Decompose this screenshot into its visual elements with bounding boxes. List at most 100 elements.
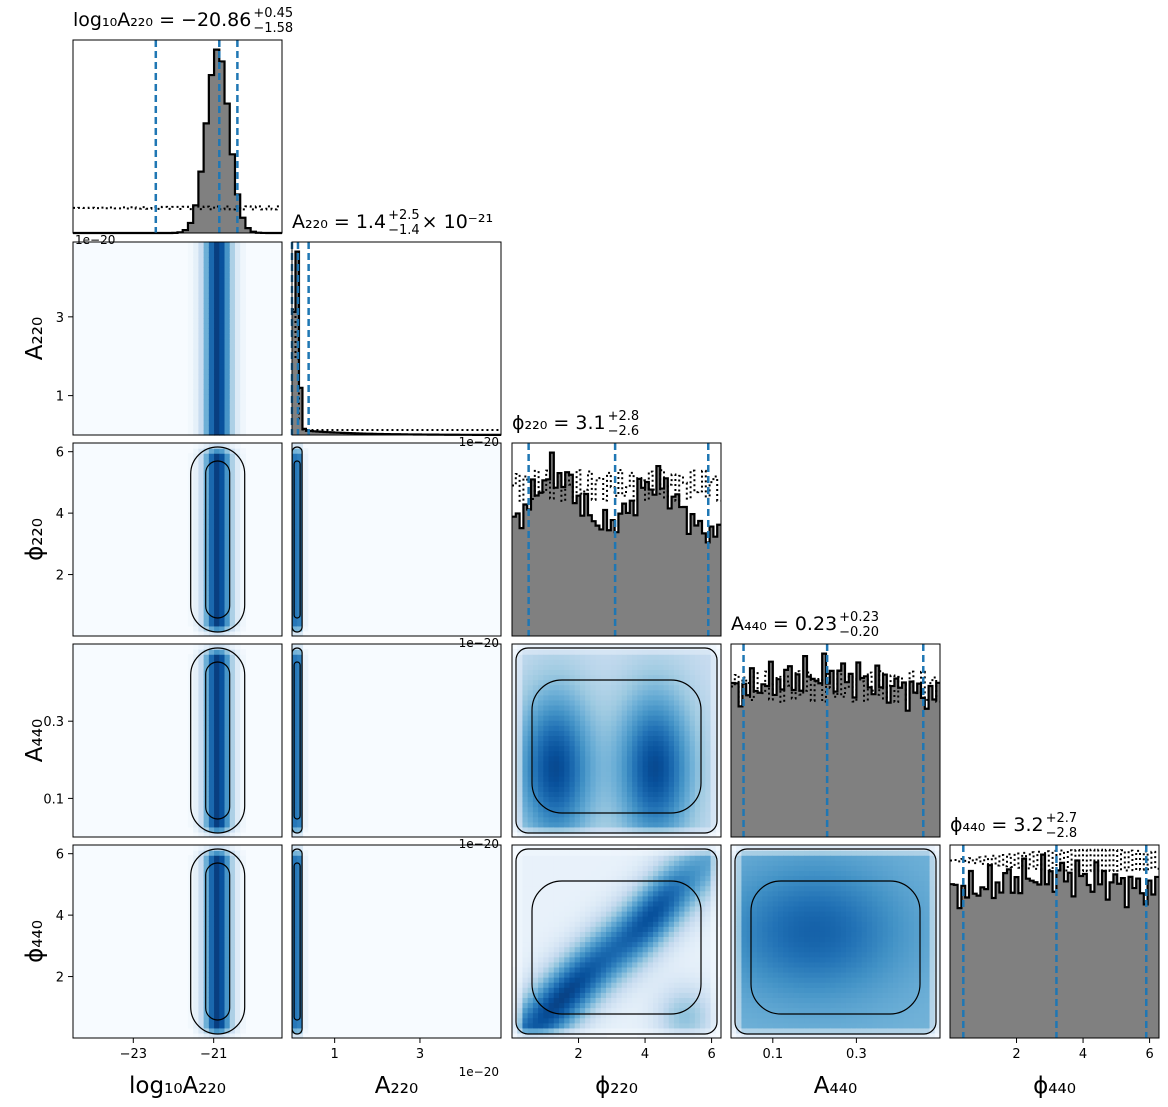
density-cell (564, 921, 571, 927)
density-cell (689, 880, 696, 887)
density-cell (694, 659, 701, 665)
density-cell (663, 689, 670, 696)
density-cell (574, 921, 581, 927)
density-cell (600, 725, 607, 731)
density-cell (203, 966, 210, 973)
density-cell (710, 1032, 717, 1039)
density-cell (198, 297, 205, 304)
density-cell (653, 855, 659, 861)
density-cell (219, 654, 226, 660)
panel-title-lower-error: −0.20 (839, 625, 879, 640)
density-cell (653, 770, 659, 777)
density-cell (292, 770, 298, 777)
density-cell (673, 956, 680, 963)
density-cell (193, 247, 199, 253)
density-cell (229, 865, 236, 871)
density-cell (553, 704, 560, 711)
density-cell (208, 468, 215, 475)
density-cell (522, 982, 529, 988)
density-cell (292, 806, 298, 813)
density-cell (229, 826, 236, 833)
density-cell (292, 544, 298, 551)
density-cell (679, 1032, 686, 1039)
density-cell (653, 796, 659, 803)
density-cell (224, 600, 231, 607)
density-cell (653, 694, 659, 701)
density-cell (198, 595, 205, 602)
density-cell (214, 282, 220, 289)
density-cell (626, 755, 633, 762)
density-cell (240, 292, 247, 299)
density-cell (203, 786, 210, 792)
density-cell (240, 982, 247, 988)
density-cell (705, 654, 712, 660)
density-cell (679, 826, 686, 833)
density-cell (203, 292, 210, 299)
density-cell (595, 831, 602, 838)
density-cell (234, 875, 241, 882)
density-cell (198, 468, 205, 475)
density-cell (574, 699, 581, 706)
density-cell (538, 900, 544, 907)
density-cell (579, 786, 586, 792)
density-cell (700, 890, 706, 897)
density-cell (626, 821, 633, 828)
density-cell (203, 684, 210, 691)
density-cell (689, 699, 696, 706)
density-cell (532, 916, 539, 922)
density-cell (553, 946, 560, 953)
density-cell (234, 544, 241, 551)
density-cell (694, 770, 701, 777)
density-cell (585, 831, 591, 838)
density-cell (621, 715, 628, 721)
density-cell (548, 786, 555, 792)
density-cell (715, 669, 722, 676)
density-cell (512, 1007, 518, 1014)
density-cell (616, 905, 623, 912)
density-cell (553, 860, 560, 866)
density-cell (579, 816, 586, 823)
density-cell (543, 926, 550, 932)
density-cell (198, 277, 205, 284)
density-cell (187, 1022, 194, 1029)
density-cell (193, 399, 199, 406)
density-cell (595, 735, 602, 742)
density-cell (559, 916, 565, 922)
density-cell (198, 429, 205, 436)
density-cell (585, 987, 591, 993)
density-cell (193, 1017, 199, 1024)
density-cell (208, 781, 215, 787)
density-cell (673, 674, 680, 681)
density-cell (543, 921, 550, 927)
density-cell (208, 318, 215, 324)
density-cell (224, 308, 231, 314)
density-cell (632, 725, 638, 731)
density-cell (292, 605, 298, 612)
density-cell (679, 765, 686, 772)
density-cell (684, 669, 691, 676)
density-cell (292, 463, 298, 469)
density-cell (198, 549, 205, 556)
density-cell (548, 982, 555, 988)
density-cell (193, 559, 199, 566)
density-cell (193, 977, 199, 983)
density-cell (679, 926, 686, 932)
density-cell (658, 911, 665, 917)
density-cell (590, 951, 597, 958)
density-cell (234, 1017, 241, 1024)
density-cell (517, 745, 524, 752)
density-cell (187, 353, 194, 360)
density-cell (219, 282, 226, 289)
density-cell (611, 760, 618, 767)
density-cell (527, 644, 534, 650)
density-cell (214, 399, 220, 406)
density-cell (673, 936, 680, 943)
density-cell (574, 916, 581, 922)
density-cell (595, 966, 602, 973)
density-cell (569, 921, 576, 927)
density-cell (203, 424, 210, 431)
density-cell (658, 971, 665, 978)
density-cell (240, 710, 247, 716)
density-cell (559, 931, 565, 938)
density-cell (229, 297, 236, 304)
